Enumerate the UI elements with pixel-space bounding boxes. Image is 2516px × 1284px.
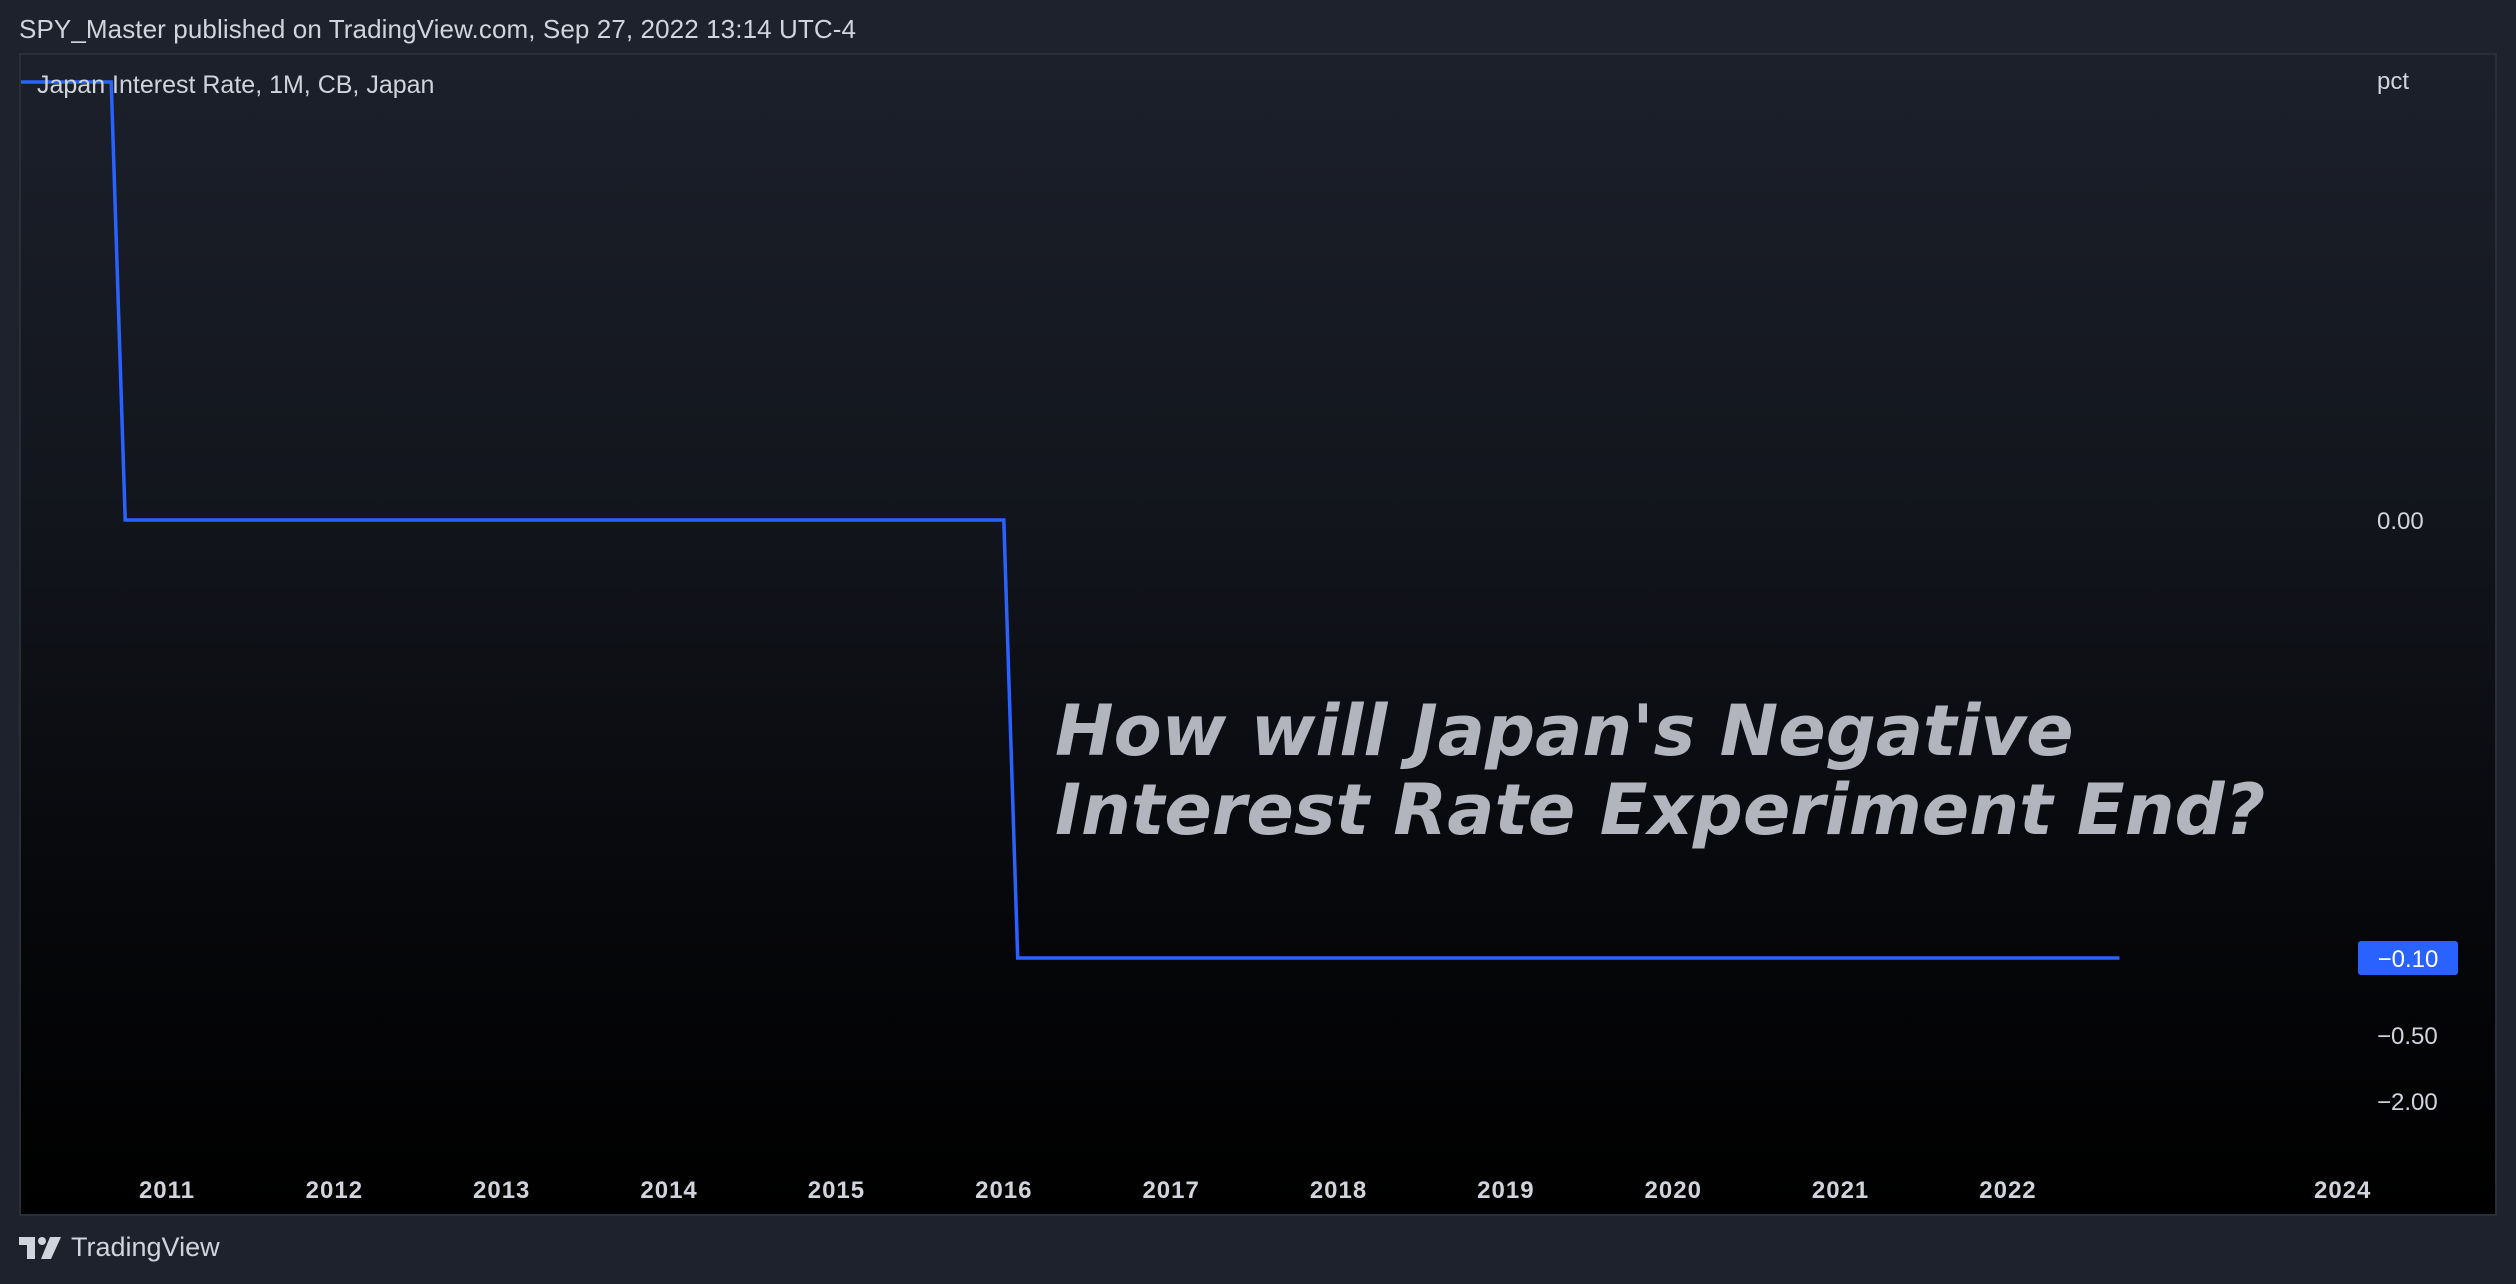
price-axis-unit: pct (2377, 68, 2409, 95)
price-tick-label: −2.00 (2377, 1089, 2438, 1116)
annotation-text: Interest Rate Experiment End? (1055, 769, 2265, 851)
tradingview-logo-icon (19, 1236, 61, 1259)
price-tick-label: −0.50 (2377, 1023, 2438, 1050)
time-tick-label: 2021 (1812, 1177, 1869, 1204)
price-tick-label: 0.00 (2377, 508, 2424, 535)
publish-attribution: SPY_Master published on TradingView.com,… (19, 14, 857, 44)
last-price-tag (2358, 941, 2458, 975)
time-tick-label: 2018 (1310, 1177, 1367, 1204)
time-tick-label: 2015 (808, 1177, 865, 1204)
legend: Japan Interest Rate, 1M, CB, Japan (37, 71, 434, 99)
time-tick-label: 2019 (1477, 1177, 1534, 1204)
series-layer (21, 80, 2120, 960)
time-tick-label: 2011 (139, 1177, 195, 1204)
series-legend-label: Japan Interest Rate, 1M, CB, Japan (37, 71, 434, 99)
time-tick-label: 2022 (1979, 1177, 2036, 1204)
price-axis[interactable]: pct 0.00 −0.50 −2.00 −0.10 (2358, 68, 2458, 1116)
last-price-label: −0.10 (2378, 946, 2439, 973)
time-tick-label: 2016 (975, 1177, 1032, 1204)
time-axis[interactable]: 2011 2012 2013 2014 2015 2016 2017 2018 2019 2020… (139, 1177, 2371, 1204)
time-tick-label: 2014 (640, 1177, 697, 1204)
time-tick-label: 2013 (473, 1177, 530, 1204)
time-tick-label: 2012 (306, 1177, 363, 1204)
chart-pane[interactable]: How will Japan's Negative Interest Rate E… (19, 53, 2497, 1216)
footer-brand[interactable]: TradingView (19, 1232, 220, 1263)
annotation-text: How will Japan's Negative (1055, 690, 2074, 772)
brand-name: TradingView (71, 1232, 220, 1262)
time-tick-label: 2017 (1142, 1177, 1199, 1204)
time-tick-label: 2020 (1645, 1177, 1702, 1204)
time-tick-label: 2024 (2314, 1177, 2371, 1204)
series-line (21, 80, 2120, 960)
